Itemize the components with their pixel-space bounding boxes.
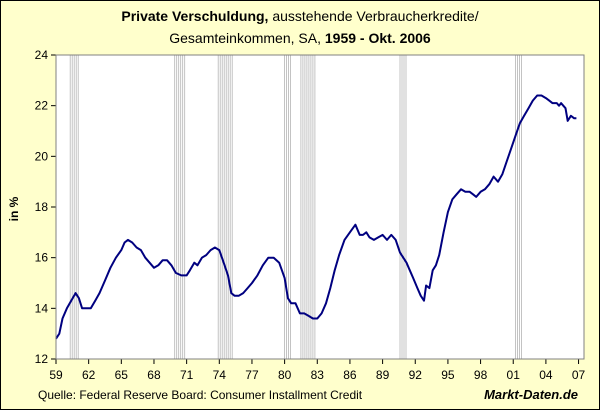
recession-band bbox=[174, 55, 186, 359]
y-tick-label: 16 bbox=[35, 251, 49, 265]
x-tick-label: 07 bbox=[572, 368, 586, 382]
recession-band bbox=[284, 55, 292, 359]
y-tick-label: 22 bbox=[35, 99, 49, 113]
x-tick-label: 65 bbox=[115, 368, 129, 382]
recession-band bbox=[515, 55, 522, 359]
y-tick-label: 24 bbox=[35, 48, 49, 62]
x-tick-label: 89 bbox=[376, 368, 390, 382]
y-axis: 12 14 16 18 20 22 24 bbox=[35, 48, 56, 366]
x-tick-label: 74 bbox=[213, 368, 227, 382]
recession-bands bbox=[69, 55, 522, 359]
x-tick-label: 68 bbox=[147, 368, 161, 382]
x-tick-label: 83 bbox=[311, 368, 325, 382]
recession-band bbox=[69, 55, 79, 359]
recession-band bbox=[300, 55, 316, 359]
x-tick-label: 62 bbox=[82, 368, 96, 382]
x-tick-label: 77 bbox=[245, 368, 259, 382]
chart-title-bold: Private Verschuldung, bbox=[121, 8, 269, 24]
brand-logo-text: Markt-Daten.de bbox=[484, 387, 578, 402]
x-tick-label: 59 bbox=[49, 368, 63, 382]
plot-border bbox=[55, 54, 585, 360]
chart-subtitle-rest: Gesamteinkommen, SA, bbox=[169, 30, 325, 46]
chart-subtitle-period: 1959 - Okt. 2006 bbox=[324, 30, 431, 46]
x-tick-label: 86 bbox=[343, 368, 357, 382]
chart-subtitle: Gesamteinkommen, SA, 1959 - Okt. 2006 bbox=[0, 30, 600, 46]
x-tick-label: 04 bbox=[539, 368, 553, 382]
y-tick-label: 14 bbox=[35, 301, 49, 315]
y-tick-label: 20 bbox=[35, 149, 49, 163]
x-tick-label: 92 bbox=[409, 368, 423, 382]
recession-band bbox=[399, 55, 407, 359]
x-tick-label: 80 bbox=[278, 368, 292, 382]
series-line bbox=[55, 94, 577, 340]
x-tick-label: 98 bbox=[474, 368, 488, 382]
source-note: Quelle: Federal Reserve Board: Consumer … bbox=[38, 388, 363, 402]
y-tick-label: 12 bbox=[35, 352, 49, 366]
y-axis-label: in % bbox=[7, 196, 21, 221]
chart-title-rest: ausstehende Verbraucherkredite/ bbox=[268, 8, 479, 24]
x-tick-label: 01 bbox=[507, 368, 521, 382]
chart-title: Private Verschuldung, ausstehende Verbra… bbox=[0, 8, 600, 24]
x-axis: 59 62 65 68 71 74 77 80 83 86 89 92 95 98 01 04 07 bbox=[49, 359, 586, 382]
y-tick-label: 18 bbox=[35, 200, 49, 214]
x-tick-label: 95 bbox=[441, 368, 455, 382]
plot-area bbox=[56, 55, 584, 359]
recession-band bbox=[217, 55, 233, 359]
x-tick-label: 71 bbox=[180, 368, 194, 382]
